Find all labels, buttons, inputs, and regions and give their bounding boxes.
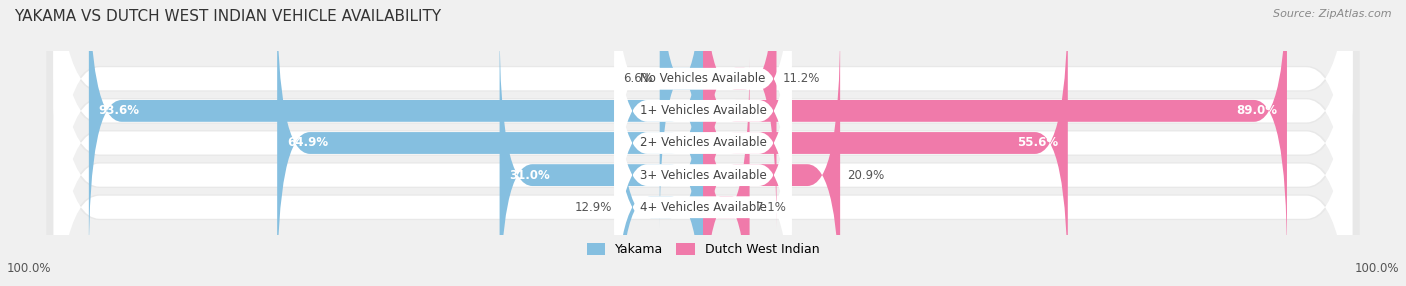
- Text: 6.6%: 6.6%: [623, 72, 654, 85]
- FancyBboxPatch shape: [46, 0, 1360, 286]
- Text: No Vehicles Available: No Vehicles Available: [640, 72, 766, 85]
- FancyBboxPatch shape: [53, 0, 1353, 286]
- FancyBboxPatch shape: [53, 0, 1353, 286]
- FancyBboxPatch shape: [703, 0, 1286, 261]
- Text: 93.6%: 93.6%: [98, 104, 139, 117]
- Text: 2+ Vehicles Available: 2+ Vehicles Available: [640, 136, 766, 150]
- Text: 100.0%: 100.0%: [7, 262, 52, 275]
- FancyBboxPatch shape: [703, 0, 776, 229]
- FancyBboxPatch shape: [277, 0, 703, 286]
- FancyBboxPatch shape: [614, 57, 792, 286]
- Text: 64.9%: 64.9%: [287, 136, 328, 150]
- FancyBboxPatch shape: [46, 0, 1360, 286]
- FancyBboxPatch shape: [614, 0, 792, 229]
- FancyBboxPatch shape: [89, 0, 703, 261]
- Text: 11.2%: 11.2%: [783, 72, 821, 85]
- Text: Source: ZipAtlas.com: Source: ZipAtlas.com: [1274, 9, 1392, 19]
- FancyBboxPatch shape: [53, 0, 1353, 286]
- Text: 100.0%: 100.0%: [1354, 262, 1399, 275]
- Text: 1+ Vehicles Available: 1+ Vehicles Available: [640, 104, 766, 117]
- FancyBboxPatch shape: [614, 25, 792, 286]
- Legend: Yakama, Dutch West Indian: Yakama, Dutch West Indian: [582, 238, 824, 261]
- FancyBboxPatch shape: [703, 57, 749, 286]
- FancyBboxPatch shape: [499, 25, 703, 286]
- Text: 55.6%: 55.6%: [1017, 136, 1057, 150]
- Text: 7.1%: 7.1%: [756, 201, 786, 214]
- FancyBboxPatch shape: [46, 0, 1360, 286]
- Text: 4+ Vehicles Available: 4+ Vehicles Available: [640, 201, 766, 214]
- FancyBboxPatch shape: [614, 0, 792, 261]
- Text: 31.0%: 31.0%: [509, 169, 550, 182]
- Text: 89.0%: 89.0%: [1236, 104, 1277, 117]
- Text: 3+ Vehicles Available: 3+ Vehicles Available: [640, 169, 766, 182]
- FancyBboxPatch shape: [703, 25, 841, 286]
- FancyBboxPatch shape: [659, 0, 703, 229]
- Text: 12.9%: 12.9%: [575, 201, 612, 214]
- FancyBboxPatch shape: [614, 0, 792, 286]
- FancyBboxPatch shape: [46, 0, 1360, 286]
- FancyBboxPatch shape: [619, 57, 703, 286]
- FancyBboxPatch shape: [53, 0, 1353, 286]
- FancyBboxPatch shape: [46, 0, 1360, 286]
- FancyBboxPatch shape: [703, 0, 1067, 286]
- Text: 20.9%: 20.9%: [846, 169, 884, 182]
- FancyBboxPatch shape: [53, 0, 1353, 286]
- Text: YAKAMA VS DUTCH WEST INDIAN VEHICLE AVAILABILITY: YAKAMA VS DUTCH WEST INDIAN VEHICLE AVAI…: [14, 9, 441, 23]
